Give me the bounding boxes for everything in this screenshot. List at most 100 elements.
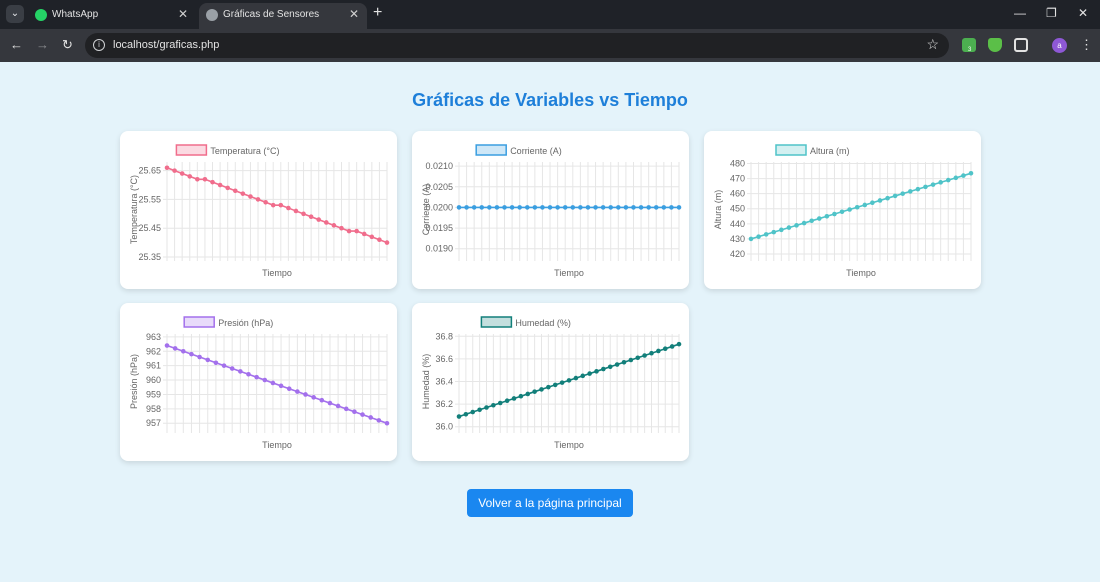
data-point (303, 392, 308, 397)
data-point (854, 204, 860, 210)
address-bar[interactable]: i localhost/graficas.php ☆ (85, 33, 949, 58)
back-to-home-button[interactable]: Volver a la página principal (467, 489, 633, 517)
data-point (487, 205, 492, 210)
chart-temperatura: Temperatura (°C) 25.35 25.45 25.55 25.65 Tiem… (129, 144, 390, 278)
y-axis-label: Corriente (A) (421, 184, 431, 236)
extension-icon[interactable] (962, 38, 976, 52)
shield-icon[interactable] (988, 38, 1002, 52)
data-point (809, 218, 814, 224)
y-tick-label: 958 (146, 404, 161, 414)
x-axis-label: Tiempo (262, 440, 292, 450)
y-tick-label: 36.0 (435, 422, 453, 432)
tab-graficas[interactable]: Gráficas de Sensores ✕ (199, 3, 367, 29)
data-point (847, 207, 852, 212)
data-point (638, 205, 644, 210)
chart-humedad: Humedad (%) 36.0 36.2 36.4 36.6 36.8 Tiempo Hum… (421, 316, 682, 450)
data-point (232, 188, 238, 194)
avatar[interactable]: a (1052, 38, 1067, 53)
y-tick-label: 36.2 (435, 399, 453, 409)
data-point (377, 237, 382, 243)
data-point (649, 350, 654, 356)
data-point (456, 414, 462, 419)
data-point (661, 205, 667, 210)
data-point (607, 364, 613, 370)
close-window-icon[interactable]: ✕ (1078, 6, 1089, 20)
data-point (368, 415, 374, 420)
data-point (360, 412, 365, 417)
data-point (562, 205, 568, 210)
y-tick-label: 25.35 (138, 252, 161, 262)
y-tick-label: 440 (730, 219, 745, 229)
close-icon[interactable]: ✕ (348, 7, 359, 21)
legend-swatch (775, 144, 807, 156)
data-point (669, 344, 675, 349)
new-tab-icon[interactable]: + (373, 4, 383, 21)
data-point (246, 372, 251, 377)
x-axis-label: Tiempo (846, 268, 876, 278)
tab-whatsapp[interactable]: WhatsApp ✕ (28, 3, 196, 29)
data-point (278, 383, 284, 389)
data-point (938, 180, 943, 185)
tab-title: Gráficas de Sensores (223, 9, 320, 20)
data-point (748, 236, 754, 242)
y-tick-label: 0.0205 (425, 182, 453, 192)
data-point (270, 202, 276, 208)
data-point (559, 380, 565, 385)
data-point (816, 216, 822, 221)
data-point (484, 405, 489, 410)
chart-presion: Presión (hPa) 957 958 959 960 961 962 963 Tiempo… (129, 316, 390, 450)
browser-tab-bar: ⌄ WhatsApp ✕ Gráficas de Sensores ✕ + — … (0, 0, 1100, 29)
restore-icon[interactable]: ❐ (1046, 6, 1057, 20)
chevron-down-icon[interactable]: ⌄ (6, 5, 24, 23)
y-tick-label: 959 (146, 389, 161, 399)
data-point (631, 205, 636, 210)
data-point (662, 346, 668, 352)
y-tick-label: 450 (730, 204, 745, 214)
data-point (354, 228, 359, 234)
puzzle-icon[interactable] (1014, 38, 1028, 52)
data-point (262, 377, 268, 383)
globe-icon (206, 9, 218, 21)
data-point (497, 400, 503, 406)
y-tick-label: 957 (146, 418, 161, 428)
y-axis-label: Presión (hPa) (129, 354, 139, 409)
data-point (324, 220, 329, 225)
data-point (238, 369, 243, 374)
data-point (361, 231, 367, 237)
data-point (794, 223, 799, 228)
data-point (532, 205, 538, 210)
star-icon[interactable]: ☆ (926, 36, 939, 52)
data-point (339, 225, 344, 231)
data-point (600, 205, 606, 210)
back-arrow-icon[interactable]: ← (10, 37, 23, 52)
chart-card-presion: Presión (hPa) 957 958 959 960 961 962 963 Tiempo… (120, 303, 397, 461)
y-tick-label: 960 (146, 375, 161, 385)
data-point (491, 402, 496, 408)
data-point (623, 205, 629, 210)
data-point (832, 211, 837, 217)
reload-icon[interactable]: ↻ (62, 37, 73, 52)
tab-title: WhatsApp (52, 9, 99, 20)
legend-swatch (175, 144, 208, 156)
data-point (172, 346, 178, 351)
data-point (646, 205, 651, 210)
data-point (210, 179, 215, 185)
data-point (502, 205, 507, 210)
forward-arrow-icon[interactable]: → (36, 37, 49, 52)
data-point (656, 348, 661, 354)
legend-label: Humedad (%) (515, 318, 571, 328)
url-text[interactable]: localhost/graficas.php (113, 39, 220, 51)
minimize-icon[interactable]: — (1014, 6, 1026, 20)
data-point (470, 409, 476, 415)
data-point (511, 396, 517, 401)
site-info-icon[interactable]: i (93, 39, 105, 51)
y-tick-label: 25.55 (138, 194, 161, 204)
close-icon[interactable]: ✕ (177, 7, 188, 21)
data-point (573, 375, 579, 381)
series-line (750, 172, 972, 240)
data-point (270, 380, 276, 386)
legend-swatch (480, 316, 513, 328)
kebab-menu-icon[interactable]: ⋮ (1080, 37, 1093, 52)
y-tick-label: 460 (730, 189, 745, 199)
data-point (601, 366, 606, 372)
